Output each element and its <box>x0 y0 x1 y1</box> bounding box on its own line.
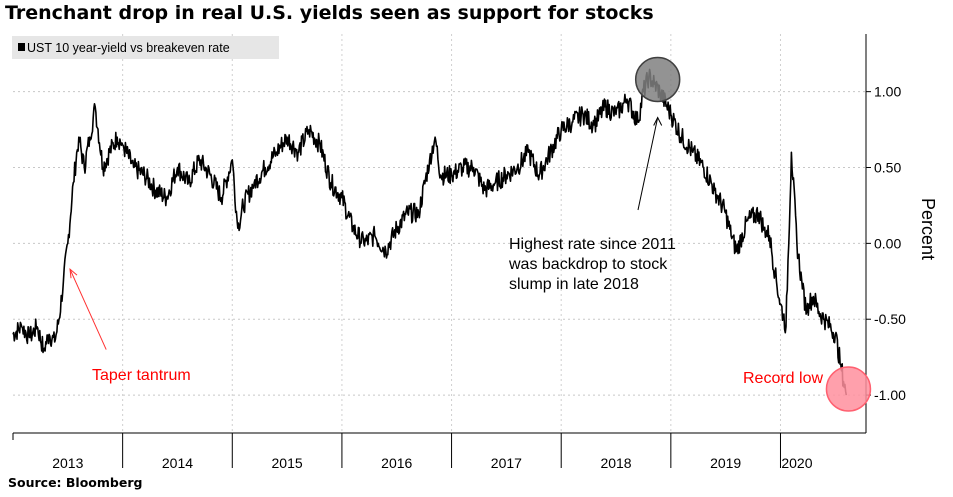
x-tick-label: 2016 <box>381 455 412 471</box>
taper-tantrum-arrow <box>69 268 107 350</box>
y-tick-label: -1.00 <box>874 387 906 403</box>
highlight-circles <box>634 56 872 412</box>
x-tick-label: 2017 <box>491 455 522 471</box>
source-note: Source: Bloomberg <box>8 475 143 490</box>
y-tick-label: -0.50 <box>874 311 906 327</box>
x-tick-label: 2020 <box>781 455 812 471</box>
x-tick-label: 2018 <box>600 455 631 471</box>
y-axis-label: Percent <box>918 198 938 260</box>
legend-swatch <box>18 43 25 51</box>
highest-rate-arrow <box>637 117 659 211</box>
tick-labels: 1.00 0.50 0.00 -0.50 -1.00 2013 2014 2015 2016 20… <box>52 84 906 471</box>
taper-tantrum-arrowhead <box>69 267 78 279</box>
highlight-circle-peak <box>634 56 681 103</box>
x-tick-label: 2014 <box>162 455 193 471</box>
x-tick-label: 2013 <box>52 455 83 471</box>
y-tick-label: 1.00 <box>874 84 901 100</box>
legend: UST 10 year-yield vs breakeven rate <box>12 36 279 59</box>
highest-rate-label-line: Highest rate since 2011 <box>509 236 676 253</box>
series-line <box>12 68 848 396</box>
highlight-circle-record-low <box>825 366 872 412</box>
chart-title: Trenchant drop in real U.S. yields seen … <box>5 2 654 24</box>
highest-rate-label-line: slump in late 2018 <box>509 276 639 293</box>
y-tick-label: 0.00 <box>874 235 901 251</box>
taper-tantrum-label: Taper tantrum <box>92 367 191 384</box>
highest-rate-arrowhead <box>653 116 663 126</box>
axes <box>12 34 871 468</box>
legend-box <box>12 36 279 59</box>
series-group <box>12 68 848 396</box>
y-tick-label: 0.50 <box>874 160 901 176</box>
legend-label: UST 10 year-yield vs breakeven rate <box>27 41 230 55</box>
x-tick-label: 2015 <box>272 455 303 471</box>
record-low-label: Record low <box>743 370 823 387</box>
x-tick-label: 2019 <box>710 455 741 471</box>
annotations: Taper tantrum Highest rate since 2011 was … <box>69 116 823 387</box>
highest-rate-label-line: was backdrop to stock <box>508 256 668 273</box>
